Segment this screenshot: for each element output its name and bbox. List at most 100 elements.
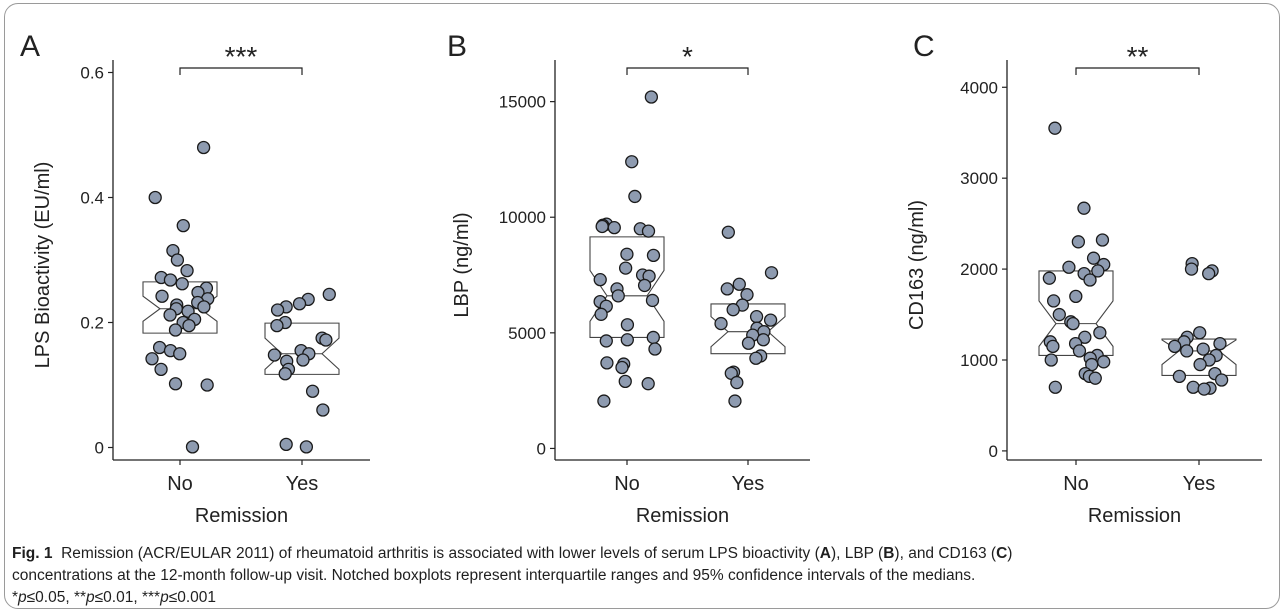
caption-line-3: *p≤0.05, **p≤0.01, ***p≤0.001 (12, 587, 1274, 609)
data-point-a-0-26 (145, 352, 159, 366)
data-point-c-0-17 (1078, 330, 1092, 344)
x-tick-label-b-0: No (614, 473, 640, 495)
data-point-b-0-30 (618, 374, 632, 389)
data-point-a-1-18 (279, 437, 293, 452)
sig3-val: ≤0.001 (168, 589, 216, 606)
y-tick-label-c-0: 0 (989, 442, 998, 461)
data-point-a-0-7 (163, 273, 178, 287)
data-point-b-1-6 (726, 303, 740, 317)
data-point-c-0-6 (1062, 260, 1076, 274)
data-point-c-1-8 (1168, 339, 1182, 354)
data-point-c-0-4 (1086, 251, 1101, 265)
data-point-a-0-23 (152, 340, 167, 355)
data-point-a-0-15 (197, 300, 211, 314)
caption-text-1a: Remission (ACR/EULAR 2011) of rheumatoid… (61, 545, 820, 562)
x-tick-label-c-0: No (1063, 473, 1089, 495)
data-point-c-1-9 (1196, 342, 1210, 356)
sig2-star: ** (73, 589, 87, 606)
significance-label-b: * (682, 41, 693, 72)
data-point-b-0-15 (637, 278, 652, 293)
data-point-b-0-8 (641, 224, 656, 238)
data-point-b-0-23 (646, 330, 660, 345)
y-tick-label-c-2: 2000 (960, 260, 998, 279)
data-point-b-1-9 (714, 316, 728, 331)
data-point-b-1-7 (749, 309, 764, 324)
data-point-a-0-2 (176, 218, 190, 233)
data-point-c-1-17 (1186, 380, 1200, 394)
caption-text-1d: ) (1007, 545, 1013, 562)
sig3-star: *** (141, 589, 161, 606)
figure-frame (4, 3, 1280, 609)
data-point-a-1-11 (267, 348, 282, 362)
caption-line-2: concentrations at the 12-month follow-up… (12, 567, 976, 584)
data-point-a-1-19 (299, 440, 314, 454)
data-point-b-1-14 (741, 336, 756, 350)
data-point-a-1-6 (270, 318, 284, 333)
significance-bracket-a (179, 67, 303, 75)
sig2-p: p (86, 589, 95, 606)
data-point-c-0-11 (1069, 289, 1083, 304)
data-point-b-0-2 (628, 189, 642, 204)
data-point-b-0-6 (607, 220, 621, 235)
data-point-c-1-19 (1197, 382, 1211, 396)
data-point-c-1-16 (1214, 373, 1229, 387)
data-point-c-0-20 (1046, 339, 1060, 354)
data-point-b-0-1 (625, 155, 639, 169)
panel-label-a: A (20, 30, 40, 63)
data-point-c-0-24 (1044, 353, 1058, 367)
data-point-a-1-17 (316, 403, 330, 417)
data-point-c-1-7 (1213, 336, 1227, 351)
data-point-a-0-11 (155, 289, 169, 303)
data-point-c-1-10 (1180, 344, 1194, 358)
data-point-b-1-16 (749, 351, 763, 365)
data-point-b-0-14 (593, 273, 607, 287)
data-point-a-0-22 (168, 323, 183, 337)
data-point-a-1-4 (270, 303, 285, 317)
caption-fig-label: Fig. 1 (12, 545, 53, 562)
data-point-b-0-29 (615, 360, 629, 375)
data-point-c-1-3 (1202, 266, 1216, 281)
panel-label-c: C (913, 30, 935, 63)
y-tick-label-b-3: 15000 (499, 93, 546, 112)
y-tick-label-b-0: 0 (537, 439, 546, 458)
data-point-b-0-32 (597, 394, 611, 408)
data-point-b-0-0 (644, 90, 659, 104)
sig2-val: ≤0.01, (94, 589, 142, 606)
y-tick-label-a-0: 0 (95, 439, 104, 458)
sig1-star: * (12, 589, 19, 606)
data-point-a-1-2 (292, 297, 307, 311)
data-point-c-0-29 (1088, 371, 1102, 385)
data-point-a-0-8 (175, 277, 189, 291)
data-point-c-1-15 (1172, 369, 1187, 384)
data-point-b-0-21 (594, 307, 608, 321)
data-point-b-1-0 (721, 225, 735, 239)
data-point-a-1-0 (322, 287, 336, 302)
data-point-a-0-28 (168, 377, 183, 391)
data-point-b-1-2 (732, 277, 746, 291)
data-point-b-0-27 (600, 356, 614, 370)
data-point-c-0-10 (1083, 273, 1097, 287)
data-point-c-0-1 (1077, 201, 1091, 215)
data-point-a-0-29 (200, 378, 214, 392)
data-point-b-0-10 (646, 248, 661, 263)
data-point-a-0-27 (154, 362, 168, 377)
data-point-b-1-13 (756, 333, 770, 347)
x-tick-label-a-0: No (167, 473, 193, 495)
caption-text-1b: ), LBP ( (830, 545, 884, 562)
y-tick-label-c-1: 1000 (960, 351, 998, 370)
data-point-a-0-18 (163, 308, 177, 322)
data-point-b-0-5 (595, 219, 609, 234)
data-point-c-0-2 (1095, 233, 1110, 247)
data-point-b-0-18 (645, 293, 660, 308)
data-point-c-0-7 (1091, 264, 1105, 278)
data-point-a-1-15 (278, 367, 292, 381)
sig1-p: p (18, 589, 27, 606)
data-point-b-0-22 (620, 318, 635, 332)
data-point-c-0-15 (1066, 316, 1080, 331)
y-tick-label-c-4: 4000 (960, 78, 998, 97)
data-point-a-1-8 (319, 333, 333, 347)
caption-panel-c: C (996, 545, 1008, 562)
data-point-b-0-25 (599, 334, 613, 348)
x-tick-label-c-1: Yes (1183, 473, 1216, 495)
